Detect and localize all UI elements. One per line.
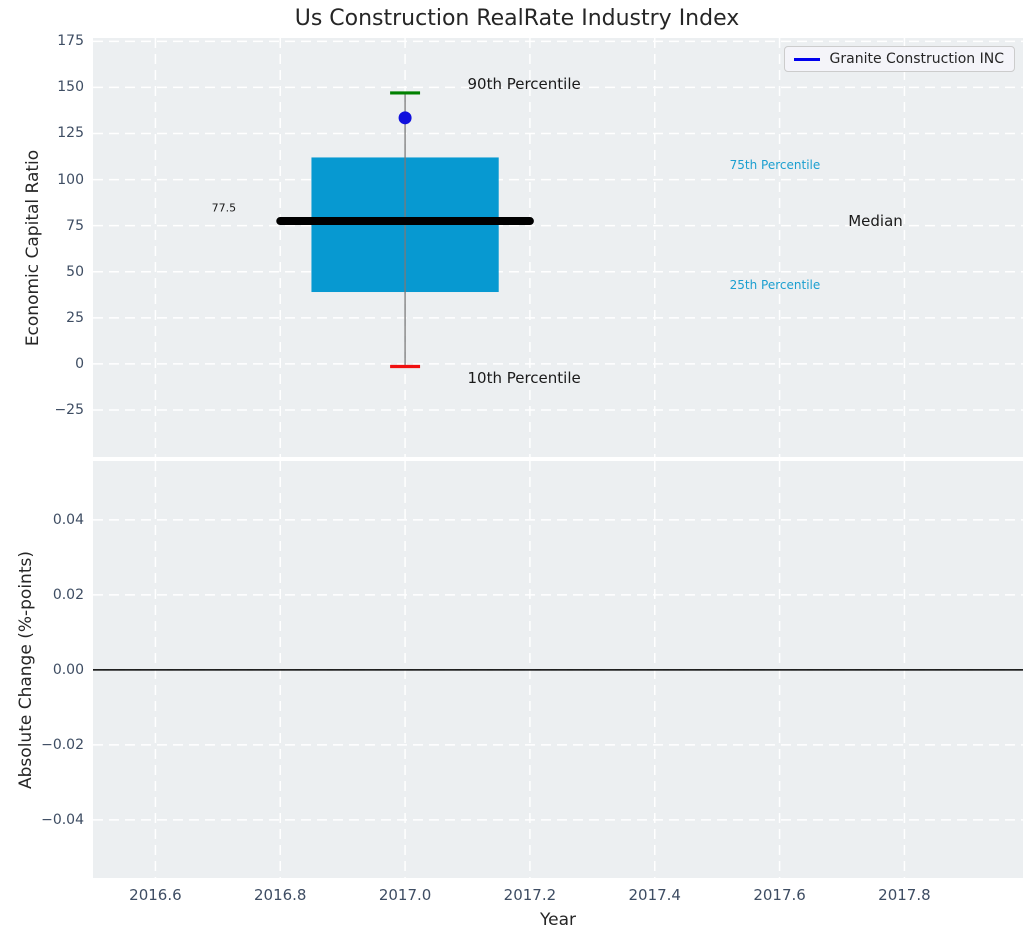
y-tick-label: 125	[57, 125, 84, 142]
y-tick-label: 25	[66, 309, 84, 326]
annotation-10th-percentile: 10th Percentile	[467, 368, 581, 387]
legend-line-icon	[793, 57, 820, 61]
x-tick-label: 2017.6	[753, 886, 806, 904]
y-tick-label: 0.02	[52, 586, 84, 603]
y-tick-label: 100	[57, 171, 84, 188]
x-tick-label: 2016.6	[129, 886, 182, 904]
annotation-median: Median	[848, 212, 903, 231]
y-tick-label: −0.02	[41, 736, 84, 753]
x-tick-label: 2017.4	[628, 886, 681, 904]
x-tick-label: 2017.8	[878, 886, 931, 904]
company-marker	[398, 111, 412, 125]
y-tick-label: −0.04	[41, 811, 84, 828]
y-tick-label: 0	[75, 355, 84, 372]
x-tick-label: 2017.0	[378, 886, 432, 904]
x-tick-label: 2017.2	[503, 886, 557, 904]
y-tick-label: 50	[66, 263, 84, 280]
annotation-25th-percentile: 25th Percentile	[729, 277, 821, 292]
bottom-axes	[93, 461, 1023, 878]
y-tick-label: 0.04	[52, 511, 84, 528]
y-tick-label: 75	[66, 217, 84, 234]
top-axes: 90th Percentile 10th Percentile 75th Per…	[93, 38, 1023, 457]
x-axis-label: Year	[540, 910, 576, 930]
chart-title: Us Construction RealRate Industry Index	[294, 6, 740, 31]
y-tick-label: −25	[54, 401, 84, 418]
y-tick-label: 150	[57, 79, 84, 96]
legend: Granite Construction INC	[783, 46, 1015, 72]
bottom-plot-svg	[93, 461, 1023, 878]
annotation-median-value: 77.5	[211, 201, 237, 215]
top-plot-svg	[93, 38, 1023, 457]
annotation-75th-percentile: 75th Percentile	[729, 157, 821, 172]
annotation-90th-percentile: 90th Percentile	[467, 74, 581, 93]
y-tick-label: 0.00	[52, 661, 84, 678]
y-tick-label: 175	[57, 33, 84, 50]
legend-label: Granite Construction INC	[829, 51, 1004, 67]
x-tick-label: 2016.8	[253, 886, 307, 904]
